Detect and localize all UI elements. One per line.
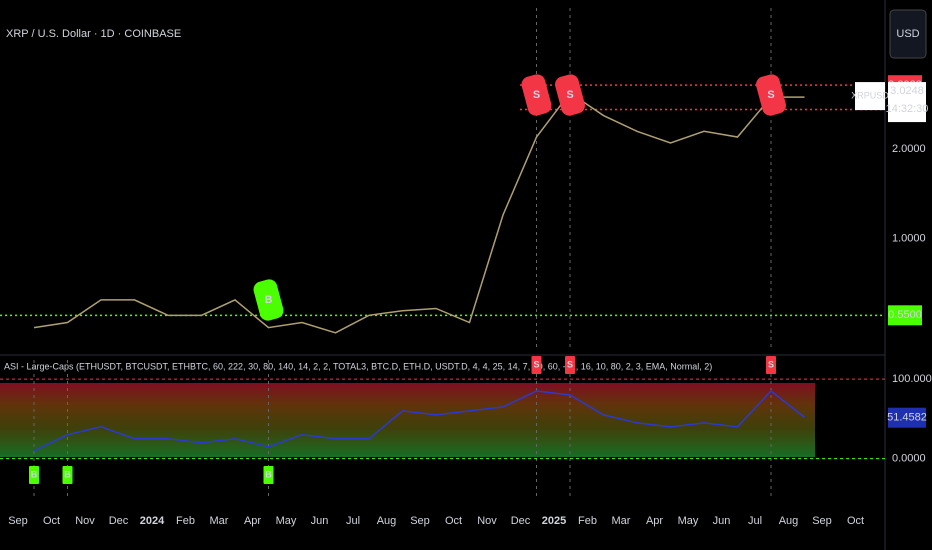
x-tick-label: 2024 bbox=[140, 515, 165, 527]
x-tick-label: Sep bbox=[812, 515, 832, 527]
y-tick-label: 100.0000 bbox=[892, 373, 932, 385]
x-tick-label: Jul bbox=[346, 515, 360, 527]
signal-label: S bbox=[566, 89, 573, 101]
y-tick-label: 2.0000 bbox=[892, 143, 926, 155]
signal-label: S bbox=[767, 89, 774, 101]
x-tick-label: Dec bbox=[109, 515, 129, 527]
signal-label: B bbox=[265, 294, 273, 306]
level-label-box bbox=[888, 305, 922, 326]
symbol-title: XRP / U.S. Dollar · 1D · COINBASE bbox=[6, 28, 181, 40]
signal-label: B bbox=[64, 469, 71, 479]
signal-label: S bbox=[567, 359, 573, 369]
y-tick-label: 1.0000 bbox=[892, 232, 926, 244]
x-tick-label: Dec bbox=[511, 515, 531, 527]
signal-marker bbox=[521, 74, 552, 116]
zone-bands bbox=[0, 383, 815, 457]
x-tick-label: Jun bbox=[311, 515, 329, 527]
last-price: 3.0248 bbox=[890, 85, 924, 97]
signal-label: B bbox=[31, 469, 38, 479]
indicator-title: ASI - Large-Caps (ETHUSDT, BTCUSDT, ETHB… bbox=[4, 361, 712, 371]
x-tick-label: Sep bbox=[410, 515, 430, 527]
signal-marker bbox=[531, 356, 542, 374]
signal-label: S bbox=[533, 359, 539, 369]
last-value: 51.4582 bbox=[887, 412, 927, 424]
currency[interactable]: USD bbox=[896, 28, 919, 40]
signal-marker bbox=[62, 466, 73, 484]
signal-marker bbox=[565, 356, 575, 374]
x-tick-label: Mar bbox=[210, 515, 229, 527]
x-tick-label: Mar bbox=[612, 515, 631, 527]
series-line bbox=[33, 91, 805, 334]
x-tick-label: Jul bbox=[748, 515, 762, 527]
y-tick-label: 0.0000 bbox=[892, 453, 926, 465]
signal-label: S bbox=[533, 89, 540, 101]
x-tick-label: 2025 bbox=[542, 515, 566, 527]
signal-label: B bbox=[265, 469, 272, 479]
signal-marker bbox=[756, 74, 786, 116]
x-tick-label: Aug bbox=[779, 515, 799, 527]
series-line bbox=[33, 390, 805, 452]
x-tick-label: Nov bbox=[75, 515, 95, 527]
signal-marker bbox=[766, 356, 776, 374]
price-name-box bbox=[855, 82, 885, 111]
x-tick-label: May bbox=[276, 515, 297, 527]
x-tick-label: Oct bbox=[43, 515, 60, 527]
x-tick-label: Apr bbox=[244, 515, 261, 527]
price-name: XRPUSD bbox=[851, 90, 889, 100]
price-box bbox=[888, 82, 926, 123]
countdown: 14:32:30 bbox=[886, 103, 929, 115]
x-tick-label: May bbox=[678, 515, 699, 527]
x-tick-label: Nov bbox=[477, 515, 497, 527]
x-tick-label: Feb bbox=[176, 515, 195, 527]
x-tick-label: Aug bbox=[377, 515, 397, 527]
x-tick-label: Apr bbox=[646, 515, 663, 527]
level-label: 0.5500 bbox=[888, 309, 922, 321]
x-tick-label: Oct bbox=[847, 515, 864, 527]
x-tick-label: Feb bbox=[578, 515, 597, 527]
signal-label: S bbox=[768, 359, 774, 369]
signal-marker bbox=[253, 279, 284, 321]
currency-button[interactable] bbox=[889, 9, 927, 59]
signal-marker bbox=[263, 466, 274, 484]
x-tick-label: Sep bbox=[8, 515, 28, 527]
signal-marker bbox=[555, 74, 585, 116]
value-box bbox=[888, 407, 926, 428]
x-tick-label: Oct bbox=[445, 515, 462, 527]
signal-marker bbox=[29, 466, 39, 484]
x-tick-label: Jun bbox=[713, 515, 731, 527]
